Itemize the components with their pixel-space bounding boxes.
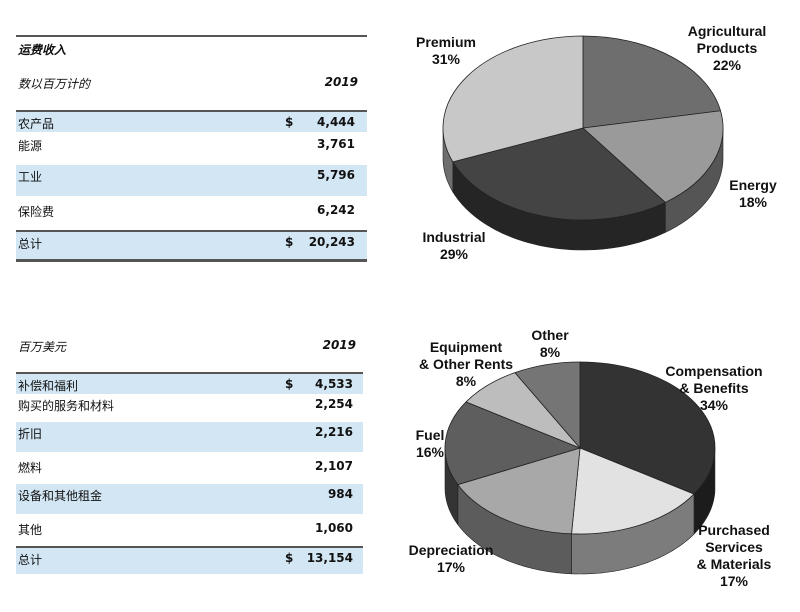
row-value: 4,444 — [317, 115, 355, 129]
slice-label: Agricultural Products 22% — [688, 23, 767, 73]
row-label: 保险费 — [18, 205, 55, 219]
row-value: 2,107 — [315, 459, 353, 473]
total-top-rule — [16, 546, 363, 548]
row-label: 工业 — [18, 170, 43, 184]
row-label: 其他 — [18, 523, 43, 537]
row-value: 2,254 — [315, 397, 353, 411]
table-row: 补偿和福利 $ 4,533 — [16, 374, 363, 394]
header-rule — [16, 110, 367, 112]
slice-label: Energy 18% — [729, 177, 777, 210]
row-label: 设备和其他租金 — [18, 489, 103, 503]
freight-revenue-table: 运费收入 数以百万计的 2019 农产品 $ 4,444 能源 3,761 工业… — [16, 0, 367, 270]
row-label: 能源 — [18, 139, 43, 153]
freight-revenue-pie-chart: Agricultural Products 22% Energy 18% Industri… — [416, 23, 777, 262]
total-top-rule — [16, 230, 367, 232]
table-row: 工业 5,796 — [16, 165, 367, 196]
total-label: 总计 — [18, 553, 43, 567]
table-unit-label: 数以百万计的 — [18, 77, 91, 91]
table-row: 保险费 6,242 — [16, 200, 367, 220]
slice-label: Compensation & Benefits 34% — [665, 363, 762, 413]
row-value: 984 — [327, 487, 353, 501]
row-label: 补偿和福利 — [18, 379, 79, 393]
slice-label: Fuel 16% — [416, 427, 445, 460]
row-value: 5,796 — [317, 168, 355, 182]
currency-symbol: $ — [285, 377, 294, 391]
slice-label: Premium 31% — [416, 34, 476, 67]
row-value: 2,216 — [315, 425, 353, 439]
row-label: 燃料 — [18, 461, 43, 475]
row-value: 4,533 — [315, 377, 353, 391]
pie-slice — [582, 110, 724, 203]
total-label: 总计 — [18, 237, 43, 251]
row-label: 购买的服务和材料 — [18, 399, 115, 413]
pie-slice — [571, 447, 695, 535]
table-row: 燃料 2,107 — [16, 456, 363, 476]
row-label: 折旧 — [18, 427, 43, 441]
header-rule — [16, 372, 363, 374]
slice-label: Industrial 29% — [422, 229, 485, 262]
slice-label: Other 8% — [531, 327, 569, 360]
total-bottom-rule — [16, 259, 367, 262]
currency-symbol: $ — [285, 551, 294, 565]
pie-slice — [579, 361, 716, 495]
table-row: 其他 1,060 — [16, 518, 363, 538]
table-top-rule — [16, 35, 367, 37]
pie-slice — [452, 127, 667, 221]
slice-label: Depreciation 17% — [409, 542, 494, 575]
total-value: 20,243 — [308, 235, 355, 249]
total-row: 总计 $ 20,243 — [16, 232, 367, 259]
operating-expense-pie-chart: Compensation & Benefits 34% Purchased Servic… — [409, 327, 772, 589]
row-value: 6,242 — [317, 203, 355, 217]
total-value: 13,154 — [306, 551, 353, 565]
operating-expense-table: 百万美元 2019 补偿和福利 $ 4,533 购买的服务和材料 2,254 折… — [16, 330, 363, 580]
currency-symbol: $ — [285, 115, 294, 129]
total-row: 总计 $ 13,154 — [16, 548, 363, 574]
slice-label: Purchased Services & Materials 17% — [697, 522, 772, 589]
row-value: 3,761 — [317, 137, 355, 151]
table-row: 购买的服务和材料 2,254 — [16, 394, 363, 414]
table-row: 折旧 2,216 — [16, 422, 363, 452]
pie-slice — [444, 401, 582, 486]
table-year-header: 2019 — [322, 338, 356, 352]
pie-slice — [514, 361, 581, 450]
table-unit-label: 百万美元 — [18, 340, 67, 354]
table-row: 设备和其他租金 984 — [16, 484, 363, 514]
row-value: 1,060 — [315, 521, 353, 535]
pie-slice — [442, 35, 584, 163]
row-label: 农产品 — [18, 117, 55, 131]
table-year-header: 2019 — [324, 75, 358, 89]
table-row: 农产品 $ 4,444 — [16, 112, 367, 132]
pie-slice — [457, 447, 581, 535]
pie-slice — [582, 35, 722, 129]
slice-label: Equipment & Other Rents 8% — [419, 339, 513, 389]
table-title: 运费收入 — [18, 43, 67, 57]
table-row: 能源 3,761 — [16, 134, 367, 154]
currency-symbol: $ — [285, 235, 294, 249]
